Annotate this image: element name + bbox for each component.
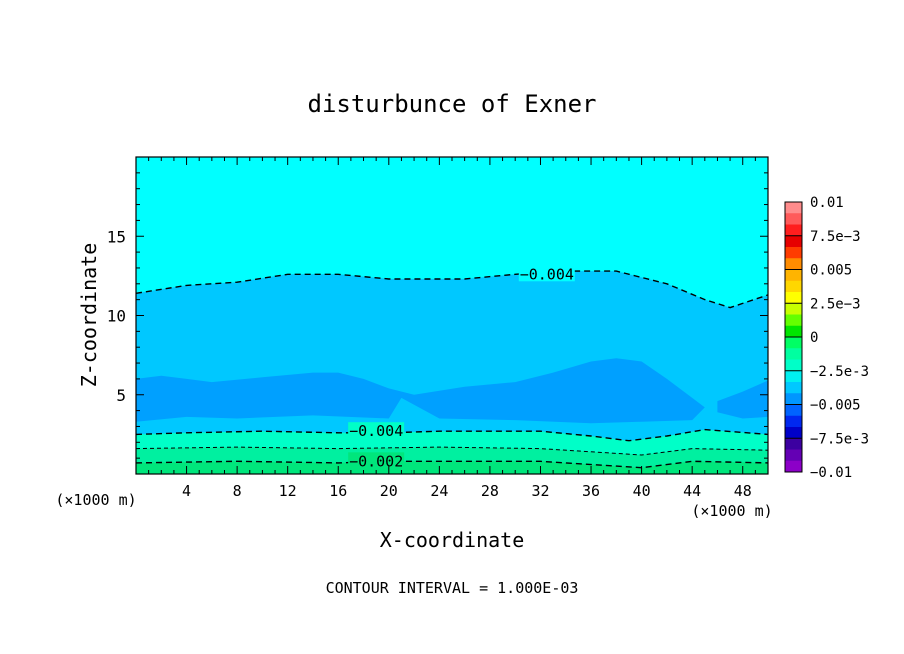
y-tick-label: 15 xyxy=(107,227,126,246)
chart-title: disturbunce of Exner xyxy=(308,90,597,118)
x-tick-label: 48 xyxy=(734,482,752,500)
contour-lines xyxy=(136,270,768,469)
x-tick-label: 36 xyxy=(582,482,600,500)
fill-band-level-5 xyxy=(136,358,768,424)
colorbar-label: 0 xyxy=(810,330,818,346)
colorbar-swatch xyxy=(785,348,802,360)
x-tick-label: 40 xyxy=(633,482,651,500)
x-tick-label: 16 xyxy=(329,482,347,500)
y-tick-label: 10 xyxy=(107,307,126,326)
colorbar-swatch xyxy=(785,460,802,473)
y-tick-label: 5 xyxy=(116,386,126,405)
x-tick-label: 8 xyxy=(233,482,242,500)
x-tick-label: 44 xyxy=(683,482,701,500)
colorbar-label: −2.5e-3 xyxy=(810,364,869,380)
colorbar-label: 0.01 xyxy=(810,195,844,211)
x-tick-label: 24 xyxy=(430,482,448,500)
colorbar-swatch xyxy=(785,292,802,304)
colorbar-swatch xyxy=(785,382,802,394)
colorbar-swatch xyxy=(785,438,802,450)
x-unit-right: (×1000 m) xyxy=(691,502,772,520)
contour-label-bg xyxy=(348,422,405,439)
colorbar-label: 0.005 xyxy=(810,263,852,279)
colorbar-swatch xyxy=(785,202,802,214)
colorbar-label: −0.005 xyxy=(810,398,861,414)
fill-band-level-4 xyxy=(136,271,768,474)
x-tick-label: 32 xyxy=(531,482,549,500)
plot-area xyxy=(136,157,768,474)
x-unit-left: (×1000 m) xyxy=(55,491,136,509)
colorbar-swatch xyxy=(785,393,802,405)
contour-label: −0.004 xyxy=(349,422,403,440)
contour-label: −0.002 xyxy=(349,452,403,470)
colorbar-swatch xyxy=(785,314,802,327)
colorbar-swatch xyxy=(785,213,802,225)
x-axis-label: X-coordinate xyxy=(380,528,525,552)
colorbar-swatch xyxy=(785,325,802,338)
colorbar-swatch xyxy=(785,359,802,372)
contour-line xyxy=(136,428,768,442)
colorbar-swatch xyxy=(785,269,802,282)
colorbar-label: −7.5e-3 xyxy=(810,431,869,447)
x-tick-label: 4 xyxy=(182,482,191,500)
contour-line xyxy=(136,446,768,456)
colorbar-label: 7.5e−3 xyxy=(810,229,861,245)
x-tick-label: 12 xyxy=(279,482,297,500)
contour-interval-footer: CONTOUR INTERVAL = 1.000E-03 xyxy=(326,579,579,597)
colorbar-label: 2.5e−3 xyxy=(810,296,861,312)
colorbar-swatch xyxy=(785,235,802,248)
colorbar-swatch xyxy=(785,247,802,259)
colorbar-swatch xyxy=(785,427,802,439)
colorbar-swatch xyxy=(785,337,802,349)
colorbar: 0.01 7.5e−3 0.005 2.5e−3 0 −2.5e-3 −0.005 −7.5e… xyxy=(784,195,869,481)
contour-label: −0.004 xyxy=(520,265,574,283)
colorbar-swatch xyxy=(785,449,802,462)
contour-label-bg xyxy=(348,452,405,469)
colorbar-swatch xyxy=(785,404,802,417)
contour-line xyxy=(136,460,768,469)
colorbar-swatch xyxy=(785,303,802,315)
contour-line xyxy=(136,270,768,309)
contour-label-layer: −0.004 −0.004 −0.002 xyxy=(348,265,575,470)
colorbar-swatch xyxy=(785,224,802,237)
y-axis-label: Z-coordinate xyxy=(77,243,101,388)
x-axis-ticks: 4 8 12 16 20 24 28 32 36 40 44 48 xyxy=(135,157,769,500)
x-tick-label: 20 xyxy=(380,482,398,500)
x-tick-label: 28 xyxy=(481,482,499,500)
colorbar-swatch xyxy=(785,370,802,383)
fill-band-level-1 xyxy=(136,461,768,474)
colorbar-label: −0.01 xyxy=(810,465,852,481)
colorbar-swatch xyxy=(785,280,802,293)
colorbar-swatch xyxy=(785,258,802,270)
contour-label-bg xyxy=(518,265,575,282)
colorbar-swatch xyxy=(785,415,802,428)
y-axis-ticks: 5 10 15 xyxy=(107,156,768,475)
